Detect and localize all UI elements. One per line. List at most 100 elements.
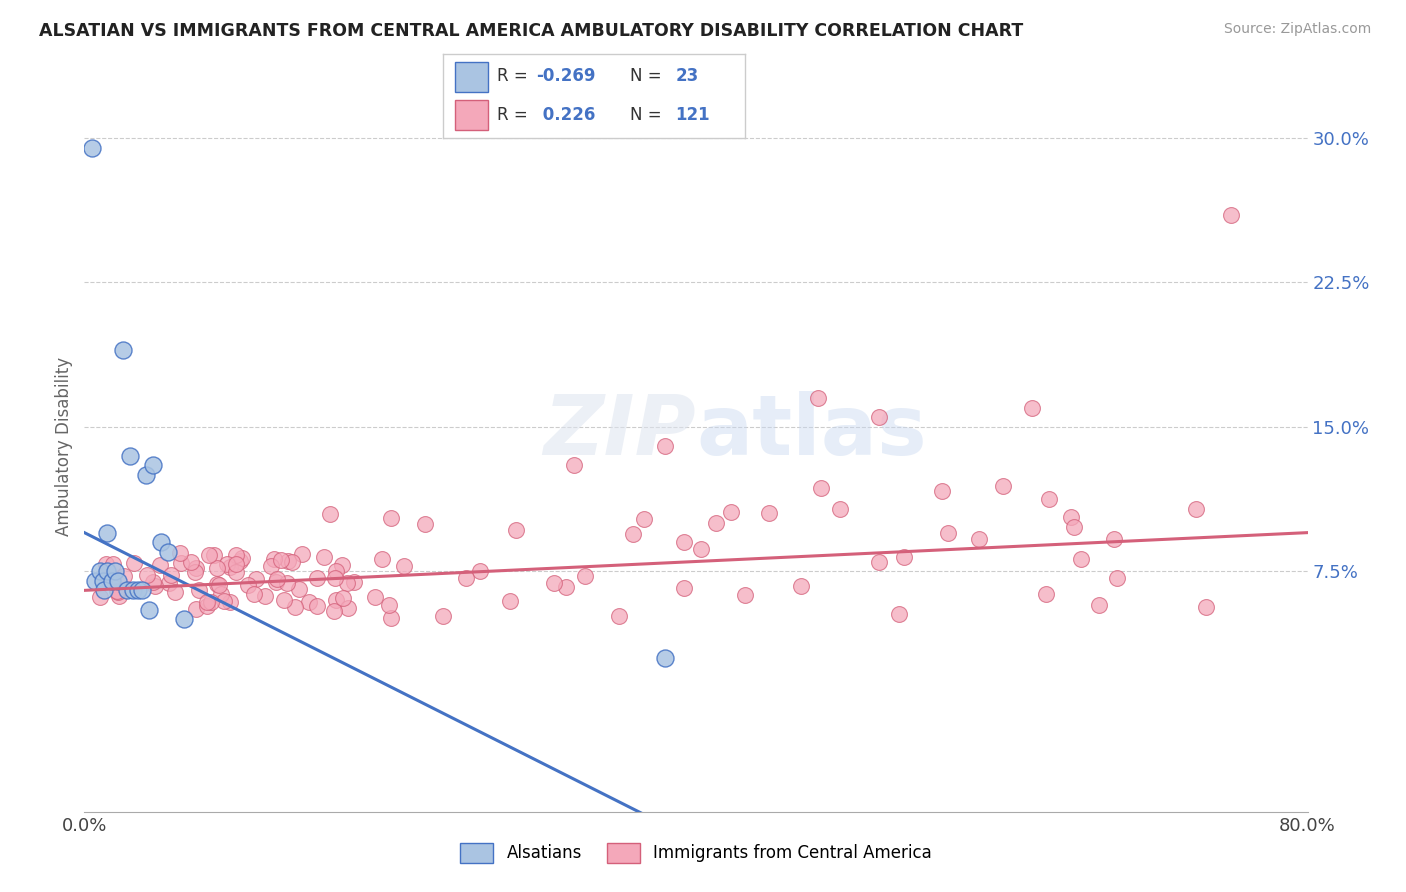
Point xyxy=(135,567,157,582)
Point xyxy=(1038,491,1060,506)
Point xyxy=(1063,520,1085,534)
Point xyxy=(307,570,329,584)
Point xyxy=(314,550,336,565)
Point xyxy=(498,593,520,607)
Point xyxy=(325,593,347,607)
Text: ZIP: ZIP xyxy=(543,391,696,472)
Point xyxy=(270,553,292,567)
Point xyxy=(112,569,135,583)
Point xyxy=(163,585,186,599)
Point xyxy=(93,583,115,598)
Point xyxy=(170,556,193,570)
Point xyxy=(336,576,359,591)
Point xyxy=(378,599,401,613)
Point xyxy=(673,581,696,595)
Point xyxy=(307,599,329,613)
Point xyxy=(704,516,727,531)
Point xyxy=(332,591,354,606)
Point xyxy=(127,583,149,598)
Point xyxy=(219,595,242,609)
Point xyxy=(343,575,366,590)
Point xyxy=(893,549,915,564)
Point xyxy=(157,545,180,559)
Point xyxy=(96,564,118,578)
Point xyxy=(143,579,166,593)
Point xyxy=(380,511,402,525)
Point xyxy=(159,575,181,590)
Point xyxy=(673,534,696,549)
Point xyxy=(758,506,780,520)
Point xyxy=(111,343,134,357)
Point xyxy=(105,583,128,598)
Point xyxy=(284,600,307,615)
Text: 121: 121 xyxy=(676,105,710,123)
Point xyxy=(869,410,891,425)
Point xyxy=(142,575,165,590)
Point xyxy=(202,548,225,562)
Point xyxy=(231,551,253,566)
Point xyxy=(131,583,153,598)
Point xyxy=(122,557,145,571)
Point xyxy=(173,612,195,626)
Point xyxy=(330,558,353,572)
Point xyxy=(138,602,160,616)
Point xyxy=(180,555,202,569)
Point xyxy=(277,553,299,567)
Point xyxy=(1059,509,1081,524)
Point xyxy=(325,564,347,578)
Point xyxy=(207,560,229,574)
Point xyxy=(931,483,953,498)
Point xyxy=(991,479,1014,493)
Point xyxy=(364,590,387,604)
Point xyxy=(142,458,165,473)
Point xyxy=(1021,401,1043,415)
Point xyxy=(266,572,288,586)
Y-axis label: Ambulatory Disability: Ambulatory Disability xyxy=(55,357,73,535)
Text: N =: N = xyxy=(630,105,668,123)
Point xyxy=(195,599,218,614)
Point xyxy=(122,583,145,598)
Point xyxy=(253,590,276,604)
Point xyxy=(323,604,346,618)
Point xyxy=(91,574,114,588)
Point xyxy=(135,467,157,482)
FancyBboxPatch shape xyxy=(456,62,488,92)
Point xyxy=(337,600,360,615)
Point xyxy=(810,481,832,495)
Point xyxy=(633,512,655,526)
Point xyxy=(1184,502,1206,516)
Point xyxy=(200,595,222,609)
Point xyxy=(120,449,142,463)
Point xyxy=(789,579,811,593)
Text: Source: ZipAtlas.com: Source: ZipAtlas.com xyxy=(1223,22,1371,37)
Point xyxy=(212,594,235,608)
Point xyxy=(273,592,295,607)
Point xyxy=(96,525,118,540)
Point xyxy=(104,564,127,578)
Point xyxy=(225,565,247,579)
Point xyxy=(89,564,111,578)
Point xyxy=(454,571,477,585)
Point xyxy=(217,557,239,571)
Point xyxy=(84,574,107,588)
FancyBboxPatch shape xyxy=(456,100,488,130)
Point xyxy=(263,552,285,566)
Point xyxy=(889,607,911,621)
Text: ALSATIAN VS IMMIGRANTS FROM CENTRAL AMERICA AMBULATORY DISABILITY CORRELATION CH: ALSATIAN VS IMMIGRANTS FROM CENTRAL AMER… xyxy=(39,22,1024,40)
Point xyxy=(574,568,596,582)
Point xyxy=(160,568,183,582)
Point xyxy=(242,587,264,601)
Point xyxy=(101,574,124,588)
Point xyxy=(1088,598,1111,612)
Point xyxy=(1195,599,1218,614)
Point xyxy=(936,526,959,541)
Text: 0.226: 0.226 xyxy=(537,105,595,123)
Point xyxy=(205,576,228,591)
Point xyxy=(108,589,131,603)
Point xyxy=(554,580,576,594)
Point xyxy=(690,541,713,556)
Point xyxy=(319,507,342,521)
Point xyxy=(238,578,260,592)
Point xyxy=(654,439,676,453)
Point xyxy=(807,391,830,405)
